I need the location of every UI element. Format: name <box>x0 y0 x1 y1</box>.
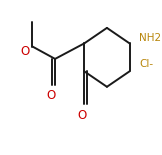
Text: O: O <box>77 109 87 122</box>
Text: O: O <box>46 89 56 102</box>
Text: Cl-: Cl- <box>139 59 153 69</box>
Text: O: O <box>20 45 30 58</box>
Text: NH2+: NH2+ <box>139 33 162 43</box>
